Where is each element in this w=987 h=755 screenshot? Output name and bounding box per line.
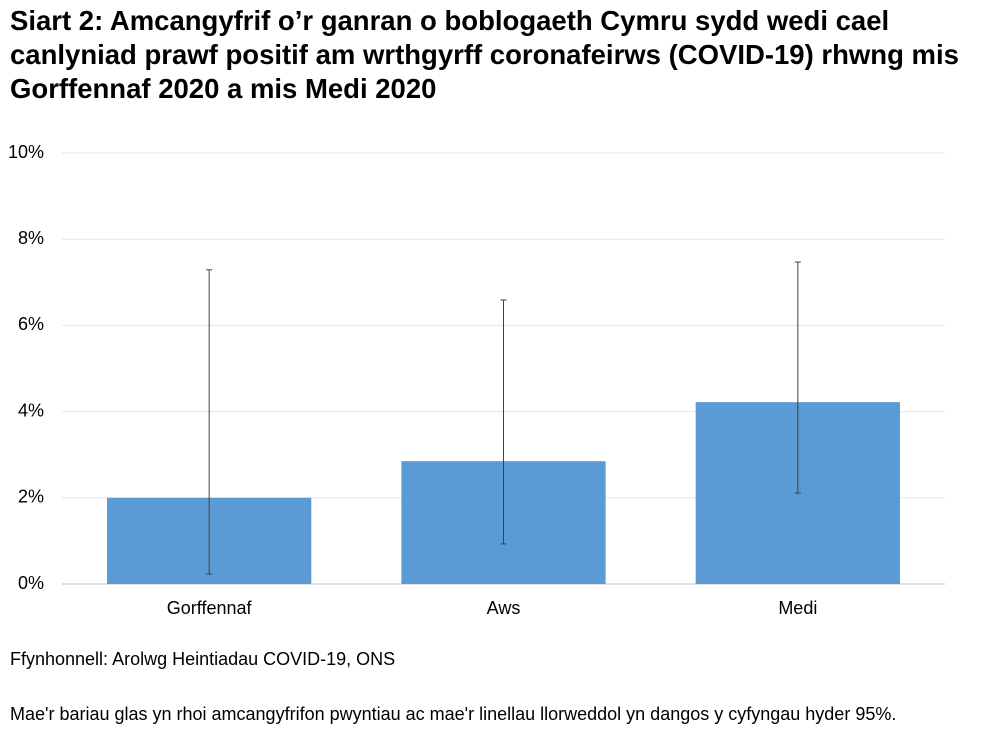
- y-tick-label: 4%: [18, 400, 44, 420]
- x-tick-label: Aws: [487, 598, 521, 618]
- x-tick-label: Medi: [778, 598, 817, 618]
- chart-title: Siart 2: Amcangyfrif o’r ganran o boblog…: [10, 5, 959, 104]
- footnote: Mae'r bariau glas yn rhoi amcangyfrifon …: [10, 704, 897, 724]
- x-tick-label: Gorffennaf: [167, 598, 253, 618]
- source-note: Ffynhonnell: Arolwg Heintiadau COVID-19,…: [10, 649, 396, 669]
- chart: 0% 2% 4% 6% 8% 10% Gorffennaf Aws Medi: [8, 142, 945, 618]
- y-tick-label: 8%: [18, 228, 44, 248]
- y-tick-label: 2%: [18, 487, 44, 507]
- y-tick-label: 10%: [8, 142, 44, 162]
- y-tick-label: 0%: [18, 573, 44, 593]
- y-tick-label: 6%: [18, 314, 44, 334]
